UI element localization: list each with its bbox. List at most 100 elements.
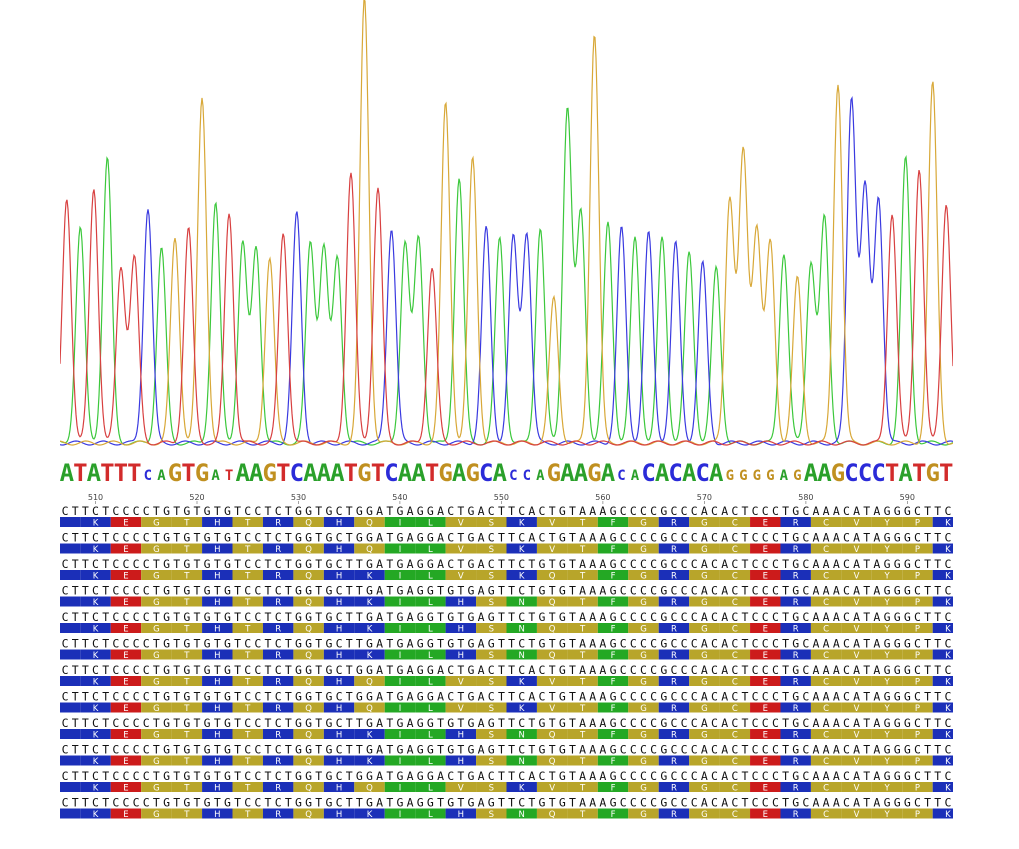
basecall-letter: C: [695, 459, 709, 487]
nucleotide: C: [539, 504, 546, 518]
basecall-letter: T: [276, 459, 290, 487]
amino-acid-label: R: [793, 519, 799, 529]
nucleotide: G: [792, 743, 799, 757]
nucleotide: C: [244, 716, 251, 730]
nucleotide: A: [701, 663, 708, 677]
nucleotide: G: [427, 637, 434, 651]
nucleotide: C: [914, 610, 921, 624]
amino-acid-block: [323, 543, 355, 554]
nucleotide: A: [701, 796, 708, 810]
nucleotide: T: [72, 584, 79, 598]
nucleotide: C: [670, 663, 677, 677]
amino-acid-block: [689, 808, 720, 819]
nucleotide: G: [884, 584, 891, 598]
amino-acid-label: T: [579, 572, 586, 582]
nucleotide: G: [295, 743, 302, 757]
amino-acid-label: Y: [883, 651, 890, 661]
nucleotide: T: [508, 584, 515, 598]
nucleotide: G: [904, 716, 911, 730]
nucleotide: C: [640, 690, 647, 704]
nucleotide: C: [112, 690, 119, 704]
amino-acid-block: [384, 517, 416, 527]
nucleotide: T: [173, 610, 180, 624]
amino-acid-label: E: [123, 757, 128, 767]
amino-acid-label: S: [489, 678, 494, 688]
amino-acid-block: [567, 517, 598, 527]
amino-acid-block: [262, 702, 294, 713]
nucleotide: G: [183, 637, 190, 651]
nucleotide: C: [731, 663, 738, 677]
amino-acid-label: T: [579, 704, 586, 714]
nucleotide: G: [325, 557, 332, 571]
basecall-letter: A: [682, 459, 697, 487]
nucleotide: C: [640, 584, 647, 598]
amino-acid-label: V: [854, 757, 860, 767]
amino-acid-label: P: [915, 757, 920, 767]
amino-acid-label: T: [183, 678, 190, 688]
amino-acid-label: C: [732, 810, 738, 820]
chromatogram-traces: [60, 0, 953, 446]
nucleotide: C: [640, 663, 647, 677]
basecall-letter: T: [912, 459, 926, 487]
nucleotide: G: [468, 743, 475, 757]
nucleotide: G: [610, 557, 617, 571]
nucleotide: A: [376, 769, 383, 783]
amino-acid-block: [323, 570, 355, 580]
amino-acid-block: [232, 649, 263, 660]
nucleotide: T: [72, 769, 79, 783]
nucleotide: G: [295, 557, 302, 571]
nucleotide: A: [721, 663, 728, 677]
nucleotide: T: [173, 557, 180, 571]
nucleotide: T: [234, 743, 241, 757]
nucleotide: G: [295, 769, 302, 783]
nucleotide: G: [894, 663, 901, 677]
nucleotide: C: [772, 504, 779, 518]
amino-acid-label: Y: [883, 731, 890, 741]
amino-acid-block: [293, 543, 324, 554]
nucleotide: C: [640, 637, 647, 651]
nucleotide: G: [325, 531, 332, 545]
amino-acid-label: R: [671, 519, 677, 529]
amino-acid-label: C: [732, 651, 738, 661]
nucleotide: C: [62, 796, 69, 810]
nucleotide: A: [478, 716, 485, 730]
nucleotide: A: [721, 610, 728, 624]
nucleotide: C: [244, 796, 251, 810]
nucleotide: G: [792, 504, 799, 518]
amino-acid-label: E: [763, 757, 768, 767]
nucleotide: A: [853, 584, 860, 598]
nucleotide: C: [711, 796, 718, 810]
nucleotide: C: [254, 531, 261, 545]
nucleotide: T: [782, 610, 789, 624]
amino-acid-label: K: [93, 810, 99, 820]
amino-acid-block: [384, 676, 416, 686]
nucleotide: G: [295, 584, 302, 598]
basecall-letter: T: [127, 459, 141, 487]
basecall-letter: A: [452, 459, 467, 487]
basecall-letter: A: [398, 459, 413, 487]
amino-acid-block: [415, 808, 446, 819]
amino-acid-label: L: [428, 810, 433, 820]
nucleotide: T: [863, 610, 870, 624]
nucleotide: C: [488, 663, 495, 677]
amino-acid-label: C: [823, 678, 829, 688]
nucleotide: C: [133, 663, 140, 677]
nucleotide: C: [843, 610, 850, 624]
nucleotide: A: [823, 769, 830, 783]
nucleotide: G: [204, 769, 211, 783]
nucleotide: C: [802, 743, 809, 757]
nucleotide: A: [813, 716, 820, 730]
amino-acid-label: F: [611, 572, 616, 582]
nucleotide: C: [670, 504, 677, 518]
nucleotide: C: [62, 663, 69, 677]
amino-acid-block: [293, 623, 324, 633]
nucleotide: C: [143, 504, 150, 518]
nucleotide: C: [762, 610, 769, 624]
nucleotide: T: [102, 637, 109, 651]
nucleotide: G: [904, 584, 911, 598]
amino-acid-block: [202, 676, 233, 686]
nucleotide: G: [660, 663, 667, 677]
nucleotide: C: [133, 531, 140, 545]
amino-acid-block: [810, 782, 842, 792]
